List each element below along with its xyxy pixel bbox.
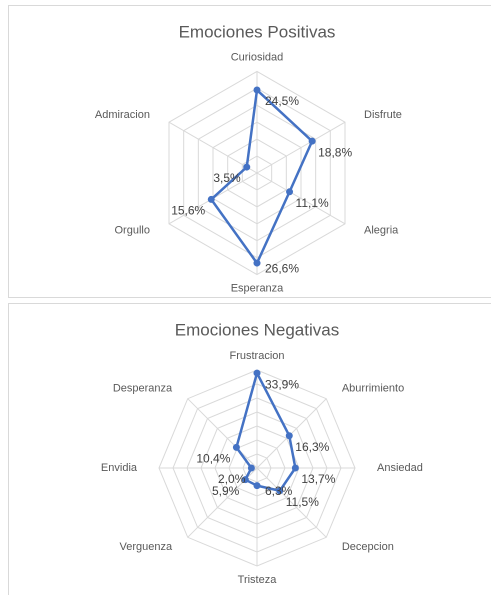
data-point [253, 482, 261, 490]
data-point [276, 487, 284, 495]
spoke [168, 121, 258, 174]
category-label: Curiosidad [231, 51, 284, 63]
spoke [256, 121, 346, 174]
data-label: 5,9% [212, 484, 240, 498]
data-point [286, 188, 294, 196]
data-point [285, 432, 293, 440]
data-point [247, 464, 255, 472]
category-label: Ansiedad [377, 462, 423, 474]
category-label: Orgullo [114, 225, 149, 237]
data-point [232, 443, 240, 451]
category-label: Tristeza [238, 574, 278, 586]
category-label: Alegria [364, 225, 399, 237]
spoke [256, 172, 346, 225]
category-label: Admiracion [95, 109, 150, 121]
chart-frame [8, 303, 491, 595]
data-point [253, 369, 261, 377]
data-label: 3,5% [213, 171, 241, 185]
category-label: Disfrute [364, 109, 402, 121]
spoke [256, 467, 327, 538]
data-label: 18,8% [318, 145, 352, 159]
data-label: 15,6% [171, 204, 205, 218]
data-point [243, 163, 251, 171]
chart-title: Emociones Positivas [179, 22, 336, 41]
data-label: 11,1% [296, 196, 329, 210]
data-point [291, 464, 299, 472]
data-point [308, 137, 316, 145]
data-point [207, 195, 215, 203]
data-label: 2,0% [218, 472, 246, 486]
category-label: Aburrimiento [342, 383, 404, 395]
chart-title: Emociones Negativas [175, 320, 339, 339]
spoke [187, 398, 258, 469]
category-label: Esperanza [231, 283, 284, 295]
data-point [241, 476, 249, 484]
category-label: Envidia [101, 462, 138, 474]
data-label: 24,5% [265, 94, 299, 108]
data-label: 10,4% [196, 452, 230, 466]
data-label: 13,7% [301, 472, 335, 486]
category-label: Decepcion [342, 541, 394, 553]
category-label: Frustracion [229, 350, 284, 362]
data-label: 26,6% [265, 261, 299, 275]
category-label: Desperanza [113, 383, 173, 395]
data-label: 16,3% [295, 440, 329, 454]
category-label: Verguenza [120, 541, 173, 553]
data-label: 6,3% [265, 484, 293, 498]
data-point [253, 86, 261, 94]
data-point [253, 259, 261, 267]
data-label: 11,5% [286, 495, 319, 509]
data-label: 33,9% [265, 377, 299, 391]
